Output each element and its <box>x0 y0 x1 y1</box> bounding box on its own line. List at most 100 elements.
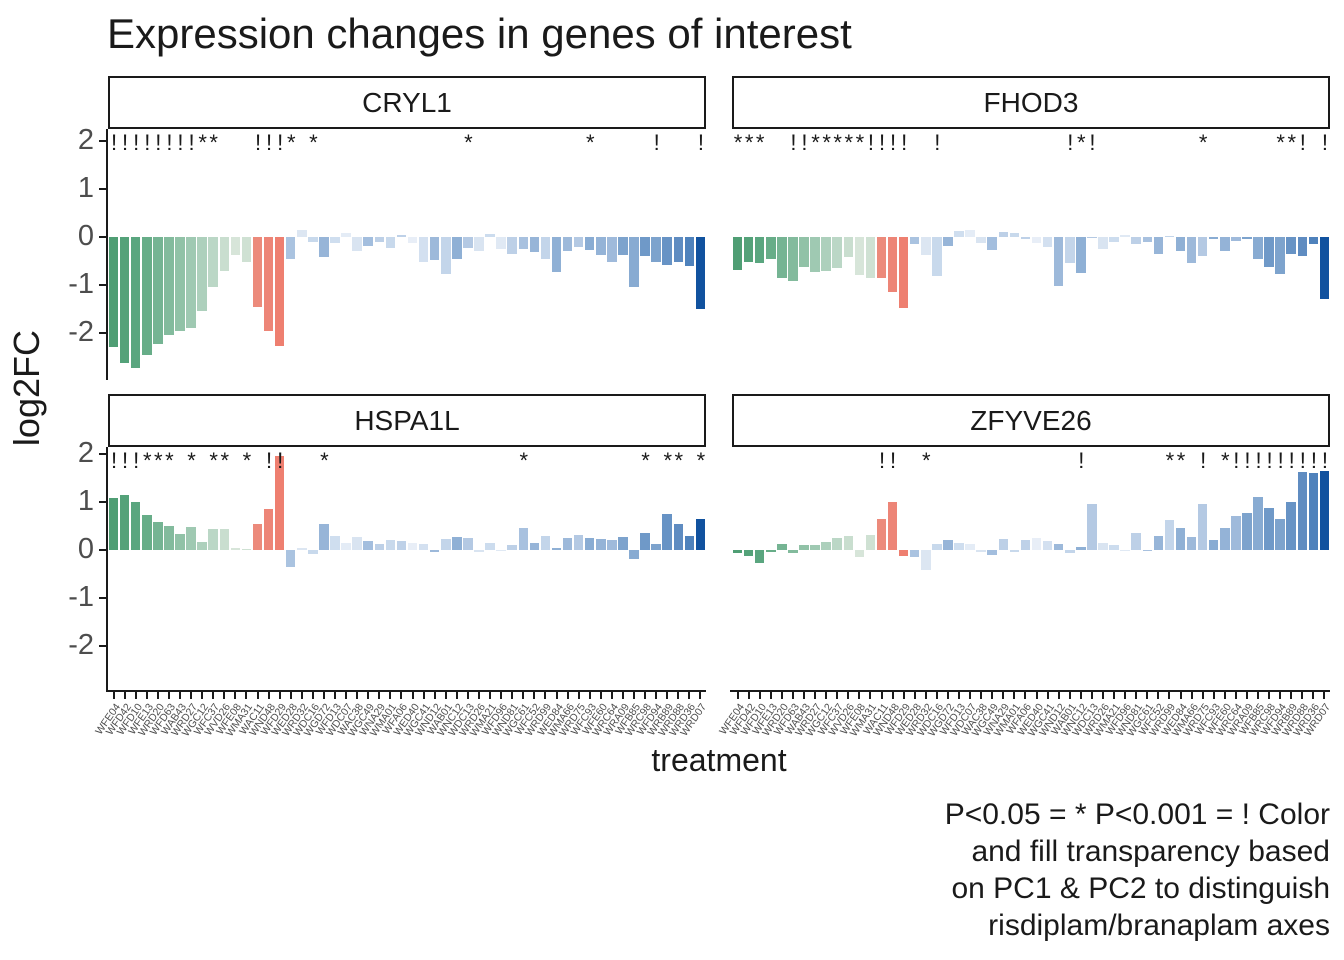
significance-marker: * <box>242 448 252 473</box>
bar-WAC38 <box>352 237 362 252</box>
x-axis-tick <box>747 692 750 699</box>
bar-WFD63 <box>164 237 174 336</box>
x-axis-tick <box>123 692 126 699</box>
bar-WMA66 <box>562 538 573 550</box>
facet-label: HSPA1L <box>354 404 460 436</box>
significance-marker: * <box>154 448 163 473</box>
bar-WRD07 <box>1319 237 1330 300</box>
y-tick-label: 2 <box>77 123 94 156</box>
x-axis-tick <box>555 692 558 699</box>
bar-WAB01 <box>1065 237 1075 264</box>
significance-marker: * <box>663 448 672 473</box>
x-axis-tick <box>245 692 248 699</box>
x-axis-tick <box>891 692 894 699</box>
significance-marker: ! <box>177 130 183 155</box>
bar-WMA01 <box>1009 550 1020 552</box>
bar-WRA09 <box>1242 512 1252 550</box>
bar-WDC13 <box>463 237 473 248</box>
facet-label: ZFYVE26 <box>970 404 1092 436</box>
significance-marker: ! <box>110 448 117 473</box>
x-axis-tick <box>1268 692 1271 699</box>
y-axis-line <box>106 129 108 380</box>
significance-marker: ! <box>133 448 139 473</box>
x-axis-tick <box>1024 692 1027 699</box>
significance-marker: ! <box>277 448 283 473</box>
x-axis-tick <box>847 692 850 699</box>
x-axis-tick <box>858 692 861 699</box>
bar-WED28 <box>285 237 296 259</box>
bar-WFD94 <box>651 544 661 550</box>
bar-WRD20 <box>153 522 163 550</box>
significance-marker: ! <box>867 130 874 155</box>
bar-WFE04 <box>732 550 743 554</box>
bar-WGC61 <box>518 237 529 249</box>
bar-WFD10 <box>754 550 765 564</box>
significance-marker: ! <box>934 130 940 155</box>
bar-WFD10 <box>754 237 765 264</box>
bar-WAB01 <box>441 237 451 275</box>
bar-WND12 <box>1053 544 1064 550</box>
bar-WFD42 <box>743 237 754 262</box>
bar-WAB43 <box>799 545 809 550</box>
bar-WMA31 <box>241 548 252 550</box>
significance-marker: * <box>855 130 865 155</box>
significance-marker: * <box>696 448 706 473</box>
bar-WDC16 <box>932 544 942 550</box>
x-axis-tick <box>1101 692 1104 699</box>
significance-marker: ! <box>801 130 807 155</box>
y-axis-tick <box>99 501 106 503</box>
bar-WFD96 <box>496 550 506 551</box>
x-axis-tick <box>1046 692 1049 699</box>
x-axis-tick <box>1124 692 1127 699</box>
bar-WRD27 <box>186 237 196 329</box>
bar-WND12 <box>429 550 440 553</box>
bar-WGC61 <box>518 528 529 550</box>
bar-WRD36 <box>684 535 695 550</box>
facet-label: FHOD3 <box>983 86 1079 118</box>
bar-WDC07 <box>341 233 351 237</box>
significance-marker: ! <box>133 130 139 155</box>
bar-WFD94 <box>1275 518 1285 550</box>
x-axis-tick <box>621 692 624 699</box>
significance-marker: ! <box>155 130 161 155</box>
significance-marker: ! <box>1089 130 1095 155</box>
x-axis-tick <box>156 692 159 699</box>
significance-marker: * <box>585 130 595 155</box>
significance-marker: * <box>844 130 853 155</box>
x-axis-tick <box>289 692 292 699</box>
bar-WFC37 <box>832 237 842 269</box>
bar-WED28 <box>909 237 920 245</box>
x-axis-tick <box>422 692 425 699</box>
x-axis-tick <box>780 692 783 699</box>
significance-marker: * <box>142 448 152 473</box>
bar-WED84 <box>1175 528 1186 550</box>
bar-WGC12 <box>821 237 831 271</box>
caption-line: on PC1 & PC2 to distinguish <box>951 872 1330 905</box>
bar-WGC12 <box>197 541 207 550</box>
bar-WFE13 <box>766 237 776 259</box>
panel-cryl1: !!!!!!!! * *!!! * * * *!! <box>108 129 706 380</box>
bar-WRD27 <box>186 526 196 550</box>
significance-marker: * <box>209 448 218 473</box>
x-axis-tick <box>190 692 193 699</box>
x-axis-tick <box>1168 692 1171 699</box>
significance-marker: * <box>519 448 528 473</box>
bar-WFA06 <box>1020 237 1031 240</box>
bar-WGC12 <box>197 237 207 312</box>
bar-WRD88 <box>673 237 684 262</box>
x-axis-tick <box>134 692 137 699</box>
x-axis-tick <box>267 692 270 699</box>
bar-WND48 <box>263 509 274 550</box>
bar-WFD63 <box>788 550 798 553</box>
significance-marker: * <box>1221 448 1230 473</box>
bar-WFD13 <box>330 535 340 550</box>
bar-WRD88 <box>1297 237 1308 257</box>
caption-line: risdiplam/branaplam axes <box>988 909 1330 942</box>
bar-WGC49 <box>987 550 997 555</box>
significance-marker: ! <box>110 130 117 155</box>
bar-WNA29 <box>998 539 1009 550</box>
significance-marker: * <box>744 130 754 155</box>
x-axis-tick <box>378 692 381 699</box>
bar-WFC37 <box>832 538 842 550</box>
bar-WRC98 <box>640 533 650 550</box>
